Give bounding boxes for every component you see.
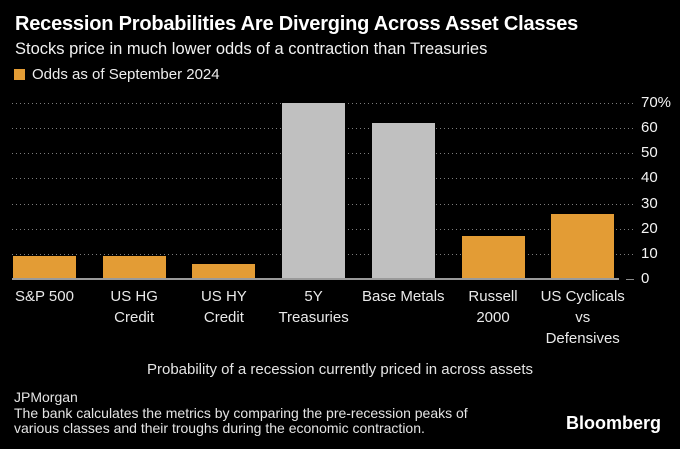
- y-axis-tick-label: 0: [641, 270, 650, 287]
- bar-s-p-500: [13, 256, 76, 279]
- category-label: US Cyclicals: [540, 288, 625, 305]
- category-label: S&P 500: [15, 288, 74, 305]
- y-axis-tick-label: 50: [641, 144, 658, 162]
- category-label: Defensives: [545, 330, 620, 347]
- legend-label: Odds as of September 2024: [32, 66, 220, 83]
- bar-base-metals: [371, 123, 435, 279]
- y-axis-tick-label: 40: [641, 169, 658, 187]
- category-label: Credit: [203, 309, 244, 326]
- source-label: JPMorgan: [14, 389, 78, 405]
- bar-us-cyclicals-vs-defensives: [551, 213, 615, 279]
- chart-caption: Probability of a recession currently pri…: [146, 361, 533, 378]
- bar-5y-treasuries: [282, 103, 346, 279]
- y-axis-tick-label: 20: [641, 219, 658, 237]
- footnote-line-1: The bank calculates the metrics by compa…: [14, 405, 468, 421]
- y-axis-tick-label: 30: [641, 194, 658, 212]
- chart-title: Recession Probabilities Are Diverging Ac…: [15, 13, 579, 35]
- bar-us-hg-credit: [102, 256, 166, 279]
- x-axis-baseline: [12, 278, 619, 280]
- chart-subtitle: Stocks price in much lower odds of a con…: [15, 40, 488, 58]
- legend-swatch-icon: [14, 69, 25, 80]
- bar-us-hy-credit: [192, 263, 256, 279]
- category-label: Credit: [114, 309, 155, 326]
- y-axis-tick-label: 10: [641, 244, 658, 262]
- category-label: Base Metals: [362, 288, 445, 305]
- y-axis-tick-label: 70%: [641, 94, 672, 111]
- bloomberg-logo: Bloomberg: [565, 413, 661, 433]
- category-label: 5Y: [304, 288, 323, 305]
- footnote-line-2: various classes and their troughs during…: [14, 420, 425, 436]
- category-label: vs: [575, 309, 591, 326]
- legend: Odds as of September 2024: [14, 66, 220, 83]
- category-label: 2000: [476, 309, 510, 326]
- category-label: US HG: [110, 288, 158, 305]
- y-axis-tick-label: 60: [641, 119, 658, 137]
- bar-russell-2000: [461, 236, 525, 279]
- category-label: Treasuries: [278, 309, 349, 326]
- zero-tick-mark: [626, 279, 634, 280]
- category-label: Russell: [468, 288, 518, 305]
- category-label: US HY: [200, 288, 247, 305]
